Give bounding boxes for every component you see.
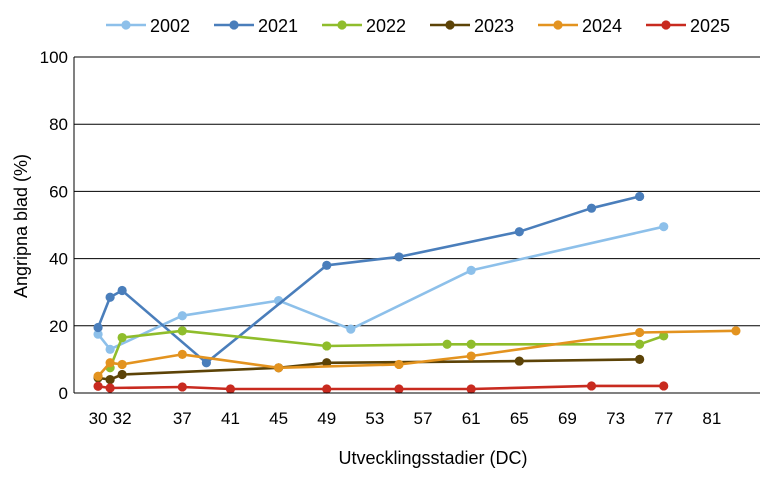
series-line-2021	[96, 195, 640, 365]
data-point-2023-5	[514, 356, 524, 366]
x-tick-label-61: 61	[462, 409, 481, 428]
y-axis-title: Angripna blad (%)	[11, 154, 31, 298]
data-point-2024-4	[273, 363, 284, 373]
legend-label-2022: 2022	[366, 16, 406, 36]
data-point-2025-8	[659, 381, 669, 391]
x-tick-label-69: 69	[558, 409, 577, 428]
legend-label-2025: 2025	[690, 16, 730, 36]
data-point-2024-7	[635, 327, 645, 338]
data-point-2025-1	[105, 383, 115, 393]
legend-label-2024: 2024	[582, 16, 622, 36]
y-tick-label-40: 40	[49, 250, 68, 269]
data-point-2002-4	[346, 324, 356, 334]
data-point-2025-2	[177, 382, 187, 392]
data-point-2022-1	[117, 332, 127, 343]
series-line-2023	[97, 358, 640, 381]
x-tick-label-57: 57	[414, 409, 433, 428]
data-point-2021-1	[105, 292, 115, 302]
data-point-2025-4	[322, 384, 332, 394]
x-axis-title: Utvecklingsstadier (DC)	[338, 448, 527, 468]
grid-lines	[74, 56, 760, 327]
legend-marker-2023	[445, 20, 455, 30]
legend-item-2025: 2025	[646, 16, 730, 36]
x-tick-label-81: 81	[702, 409, 721, 428]
data-point-2021-0	[93, 322, 103, 333]
data-point-2025-6	[466, 384, 476, 394]
data-point-2021-6	[514, 227, 524, 237]
data-point-2025-5	[394, 384, 404, 394]
x-tick-label-53: 53	[365, 409, 384, 428]
y-tick-label-100: 100	[40, 48, 68, 67]
series-2021	[93, 191, 645, 368]
data-point-2025-3	[225, 384, 236, 394]
legend-marker-2025	[661, 20, 671, 30]
legend-item-2021: 2021	[214, 16, 298, 36]
data-point-2002-5	[466, 265, 476, 275]
legend-label-2023: 2023	[474, 16, 514, 36]
legend-marker-2022	[337, 20, 347, 30]
legend-item-2024: 2024	[538, 16, 622, 36]
data-point-2021-4	[322, 260, 332, 270]
data-point-2002-1	[105, 344, 115, 354]
data-point-2022-3	[322, 341, 332, 351]
series-2022	[105, 326, 669, 373]
y-tick-label-60: 60	[49, 182, 68, 201]
data-point-2025-0	[93, 381, 103, 391]
x-tick-label-49: 49	[317, 409, 336, 428]
series-2025	[93, 381, 669, 394]
y-tick-label-80: 80	[49, 115, 68, 134]
legend-label-2021: 2021	[258, 16, 298, 36]
x-tick-label-41: 41	[221, 409, 240, 428]
data-point-2023-4	[322, 358, 332, 368]
data-point-2002-0	[93, 329, 103, 339]
y-tick-label-20: 20	[49, 317, 68, 336]
data-point-2022-4	[442, 339, 452, 349]
legend-marker-2024	[553, 20, 563, 30]
data-point-2002-2	[177, 311, 187, 321]
series-2024	[93, 326, 741, 381]
series-group	[93, 191, 741, 394]
data-point-2022-2	[177, 326, 187, 336]
data-point-2022-6	[635, 339, 645, 349]
legend-item-2002: 2002	[106, 16, 190, 36]
legend-marker-2021	[229, 20, 239, 30]
x-tick-label-73: 73	[606, 409, 625, 428]
data-point-2025-7	[586, 381, 597, 391]
series-line-2022	[108, 329, 665, 369]
data-point-2021-3	[201, 358, 211, 368]
data-point-2021-8	[635, 191, 645, 202]
x-tick-label-45: 45	[269, 409, 288, 428]
data-point-2024-6	[466, 351, 476, 361]
x-tick-label-65: 65	[510, 409, 529, 428]
y-tick-label-0: 0	[59, 384, 68, 403]
axes: 0 20 40 60 80 100 30 32 37 41 45 49 53 57 61 65 69 73 77 81	[40, 48, 760, 428]
legend-label-2002: 2002	[150, 16, 190, 36]
data-point-2024-0	[93, 371, 103, 381]
data-point-2022-5	[466, 339, 476, 349]
x-tick-label-30: 30	[89, 409, 108, 428]
data-point-2022-7	[659, 331, 669, 341]
legend: 2002 2021 2022 2023 2024 2025	[106, 16, 730, 36]
data-point-2024-1	[105, 358, 115, 368]
data-point-2023-1	[105, 374, 115, 385]
data-point-2021-2	[117, 285, 127, 296]
series-2023	[93, 354, 645, 385]
legend-item-2023: 2023	[430, 16, 514, 36]
data-point-2024-3	[177, 349, 187, 359]
data-point-2023-2	[117, 369, 127, 380]
legend-marker-2002	[121, 20, 131, 30]
legend-item-2022: 2022	[322, 16, 406, 36]
data-point-2024-5	[394, 359, 404, 370]
x-tick-label-37: 37	[173, 409, 192, 428]
data-point-2021-5	[394, 252, 404, 262]
x-tick-label-77: 77	[654, 409, 673, 428]
data-point-2023-6	[635, 354, 645, 364]
x-tick-label-32: 32	[113, 409, 132, 428]
data-point-2024-2	[117, 359, 127, 370]
data-point-2021-7	[586, 203, 597, 213]
data-point-2024-8	[731, 326, 741, 336]
data-point-2002-6	[659, 222, 669, 232]
